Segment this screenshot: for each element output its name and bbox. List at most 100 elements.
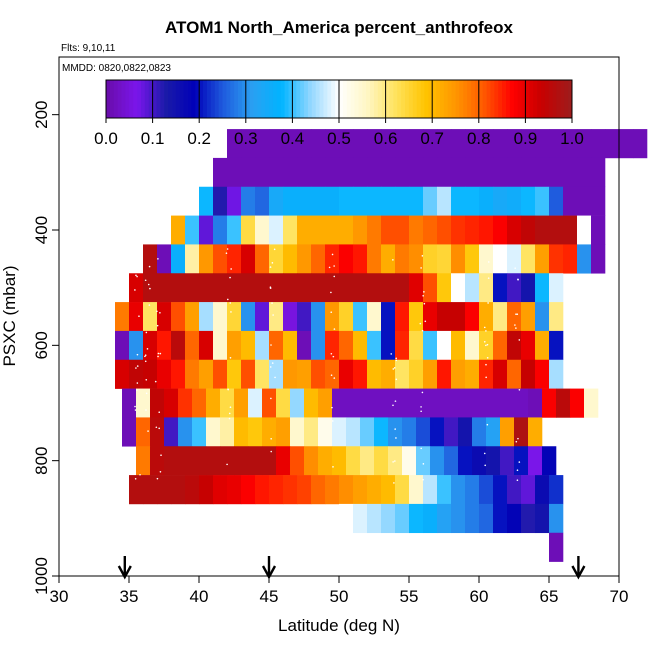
colorbar-tick-label: 0.6 bbox=[374, 129, 398, 148]
heatmap-cell bbox=[129, 273, 144, 303]
heatmap-cell bbox=[535, 273, 550, 303]
heatmap-cell bbox=[206, 446, 221, 476]
heatmap-cell bbox=[423, 475, 438, 505]
sample-dot bbox=[271, 362, 274, 364]
colorbar-segment bbox=[416, 80, 421, 118]
sample-dot bbox=[331, 253, 334, 256]
heatmap-cell bbox=[535, 475, 550, 505]
heatmap-cell bbox=[549, 129, 564, 159]
sample-dot bbox=[330, 291, 332, 294]
heatmap-cell bbox=[325, 273, 340, 303]
heatmap-cell bbox=[283, 330, 298, 361]
heatmap-cell bbox=[192, 446, 207, 476]
colorbar-segment bbox=[513, 80, 519, 118]
heatmap-cell bbox=[297, 244, 312, 274]
heatmap-cell bbox=[507, 302, 522, 332]
heatmap-cell bbox=[367, 273, 382, 303]
heatmap-cell bbox=[395, 475, 410, 505]
sample-dot bbox=[228, 417, 231, 420]
sample-dot bbox=[229, 302, 232, 304]
sample-dot bbox=[138, 265, 141, 268]
sample-dot bbox=[515, 313, 517, 315]
sample-dot bbox=[269, 266, 272, 268]
heatmap-cell bbox=[465, 215, 480, 245]
colorbar-segment bbox=[137, 80, 142, 118]
colorbar-segment bbox=[140, 80, 146, 118]
heatmap-cell bbox=[549, 503, 564, 534]
colorbar-segment bbox=[238, 80, 243, 118]
colorbar-segment bbox=[210, 80, 216, 118]
sample-dot bbox=[227, 388, 230, 391]
colorbar-segment bbox=[498, 80, 503, 118]
sample-dot bbox=[421, 391, 424, 394]
sample-dot bbox=[423, 302, 426, 305]
sample-dot bbox=[139, 473, 141, 476]
heatmap-cell bbox=[311, 475, 326, 505]
heatmap-cell bbox=[549, 273, 564, 303]
heatmap-cell bbox=[395, 129, 410, 159]
heatmap-cell bbox=[171, 244, 186, 274]
colorbar-segment bbox=[249, 80, 254, 118]
heatmap-cell bbox=[234, 388, 249, 418]
heatmap-cell bbox=[283, 157, 298, 188]
sample-dot bbox=[159, 311, 161, 314]
heatmap-cell bbox=[241, 215, 256, 245]
heatmap-cell bbox=[437, 215, 452, 245]
heatmap-cell bbox=[297, 129, 312, 159]
heatmap-cell bbox=[311, 129, 326, 159]
heatmap-cell bbox=[521, 215, 536, 245]
heatmap-cell bbox=[570, 388, 585, 418]
heatmap-cell bbox=[185, 330, 200, 361]
heatmap-cell bbox=[381, 157, 396, 188]
colorbar-segment bbox=[195, 80, 200, 118]
heatmap-cell bbox=[465, 330, 480, 361]
heatmap-cell bbox=[157, 273, 172, 303]
sample-dot bbox=[229, 276, 231, 279]
colorbar-segment bbox=[226, 80, 231, 118]
heatmap-cell bbox=[479, 503, 494, 534]
colorbar-segment bbox=[451, 80, 456, 118]
heatmap-cell bbox=[409, 302, 424, 332]
colorbar-segment bbox=[439, 80, 445, 118]
x-axis: 30 35 40 45 50 55 60 65 70 bbox=[50, 576, 628, 606]
heatmap-cell bbox=[143, 244, 158, 274]
heatmap-cell bbox=[423, 359, 438, 389]
heatmap-cell bbox=[563, 186, 578, 216]
heatmap-cell bbox=[199, 186, 214, 216]
heatmap-cell bbox=[325, 475, 340, 505]
heatmap-cell bbox=[507, 186, 522, 216]
colorbar-segment bbox=[463, 80, 468, 118]
dates-label: MMDD: 0820,0822,0823 bbox=[62, 63, 171, 74]
colorbar-segment bbox=[490, 80, 495, 118]
sample-dot bbox=[134, 477, 137, 480]
heatmap-cell bbox=[367, 244, 382, 274]
colorbar-segment bbox=[397, 80, 402, 118]
heatmap-cell bbox=[409, 244, 424, 274]
colorbar-segment bbox=[482, 80, 487, 118]
heatmap-cell bbox=[430, 417, 445, 447]
heatmap-cell bbox=[297, 186, 312, 216]
heatmap-cell bbox=[437, 503, 452, 534]
colorbar-segment bbox=[358, 80, 363, 118]
heatmap-cell bbox=[311, 330, 326, 361]
heatmap-cell bbox=[381, 475, 396, 505]
heatmap-cell bbox=[381, 129, 396, 159]
heatmap-cell bbox=[535, 215, 550, 245]
heatmap-cell bbox=[493, 215, 508, 245]
colorbar-segment bbox=[412, 80, 418, 118]
heatmap-cell bbox=[220, 388, 235, 418]
sample-dot bbox=[421, 255, 424, 257]
heatmap-cell bbox=[479, 302, 494, 332]
heatmap-cell bbox=[213, 273, 228, 303]
heatmap-cell bbox=[325, 186, 340, 216]
colorbar-segment bbox=[253, 80, 258, 118]
colorbar-tick-label: 0.2 bbox=[187, 129, 211, 148]
heatmap-cell bbox=[213, 244, 228, 274]
heatmap-cell bbox=[227, 157, 242, 188]
sample-dot bbox=[514, 267, 516, 269]
sample-dot bbox=[517, 437, 519, 440]
heatmap-cell bbox=[185, 475, 200, 505]
sample-dot bbox=[420, 410, 422, 413]
sample-dot bbox=[394, 400, 397, 402]
heatmap-cell bbox=[409, 273, 424, 303]
